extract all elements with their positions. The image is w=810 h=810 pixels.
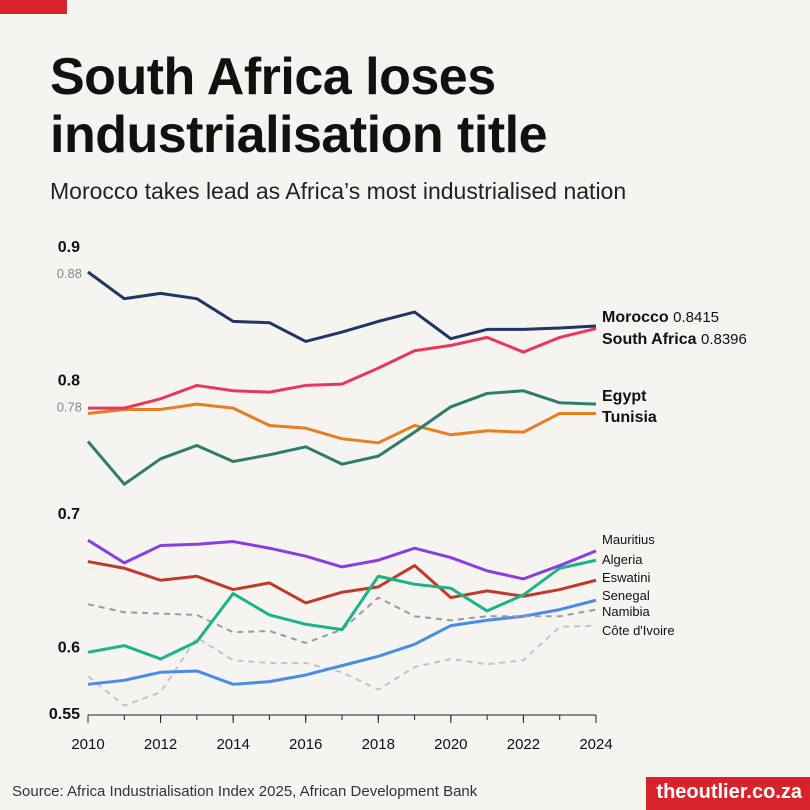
x-tick-label: 2014 — [216, 736, 249, 753]
legend-entry: Eswatini — [602, 570, 651, 585]
y-annotation-label: 0.88 — [57, 266, 82, 281]
legend-entry: Senegal — [602, 588, 650, 603]
legend-entry: Algeria — [602, 552, 643, 567]
legend-entry: Côte d'Ivoire — [602, 623, 675, 638]
legend-entry: Namibia — [602, 604, 650, 619]
series-label: Morocco 0.8415 — [602, 309, 719, 326]
x-tick-label: 2012 — [144, 736, 177, 753]
series-label: Côte d'Ivoire — [602, 623, 675, 638]
legend-entry: Morocco — [602, 309, 669, 326]
y-tick-label: 0.9 — [58, 239, 80, 256]
x-tick-label: 2010 — [71, 736, 104, 753]
y-tick-label: 0.6 — [58, 640, 80, 657]
series-line — [87, 560, 597, 605]
series-label: Namibia — [602, 604, 650, 619]
accent-bar — [0, 0, 67, 14]
source-note: Source: Africa Industrialisation Index 2… — [12, 783, 478, 800]
series-line — [87, 402, 596, 445]
series-label: Mauritius — [602, 532, 655, 547]
legend-entry: Tunisia — [602, 409, 657, 426]
series-label: South Africa 0.8396 — [602, 331, 747, 348]
y-annotation-label: 0.78 — [57, 400, 82, 415]
x-tick-label: 2020 — [434, 736, 467, 753]
series-line — [86, 389, 597, 486]
series-line — [87, 558, 597, 661]
y-tick-label: 0.8 — [58, 373, 80, 390]
x-tick-label: 2024 — [579, 736, 612, 753]
chart-title: South Africa loses industrialisation tit… — [50, 48, 548, 164]
series-label: Algeria — [602, 552, 643, 567]
value-label: 0.8396 — [701, 331, 747, 348]
x-tick-label: 2018 — [362, 736, 395, 753]
series-line — [87, 538, 597, 581]
series-line — [87, 270, 597, 343]
x-tick-label: 2016 — [289, 736, 322, 753]
legend-entry: Mauritius — [602, 532, 655, 547]
series-label: Eswatini — [602, 570, 651, 585]
series-line — [88, 327, 597, 410]
brand: theoutlier.co.za — [646, 777, 810, 810]
series-label: Tunisia — [602, 409, 657, 426]
legend-entry: South Africa — [602, 331, 697, 348]
series-label: Senegal — [602, 588, 650, 603]
y-tick-label: 0.7 — [58, 506, 80, 523]
legend-entry: Egypt — [602, 388, 647, 405]
series-line — [87, 624, 597, 707]
chart-subtitle: Morocco takes lead as Africa’s most indu… — [50, 178, 627, 204]
series-line — [87, 596, 597, 644]
x-tick-label: 2022 — [507, 736, 540, 753]
value-label: 0.8415 — [673, 309, 719, 326]
series-line — [87, 598, 597, 686]
y-tick-label: 0.55 — [49, 706, 80, 723]
series-label: Egypt — [602, 388, 647, 405]
